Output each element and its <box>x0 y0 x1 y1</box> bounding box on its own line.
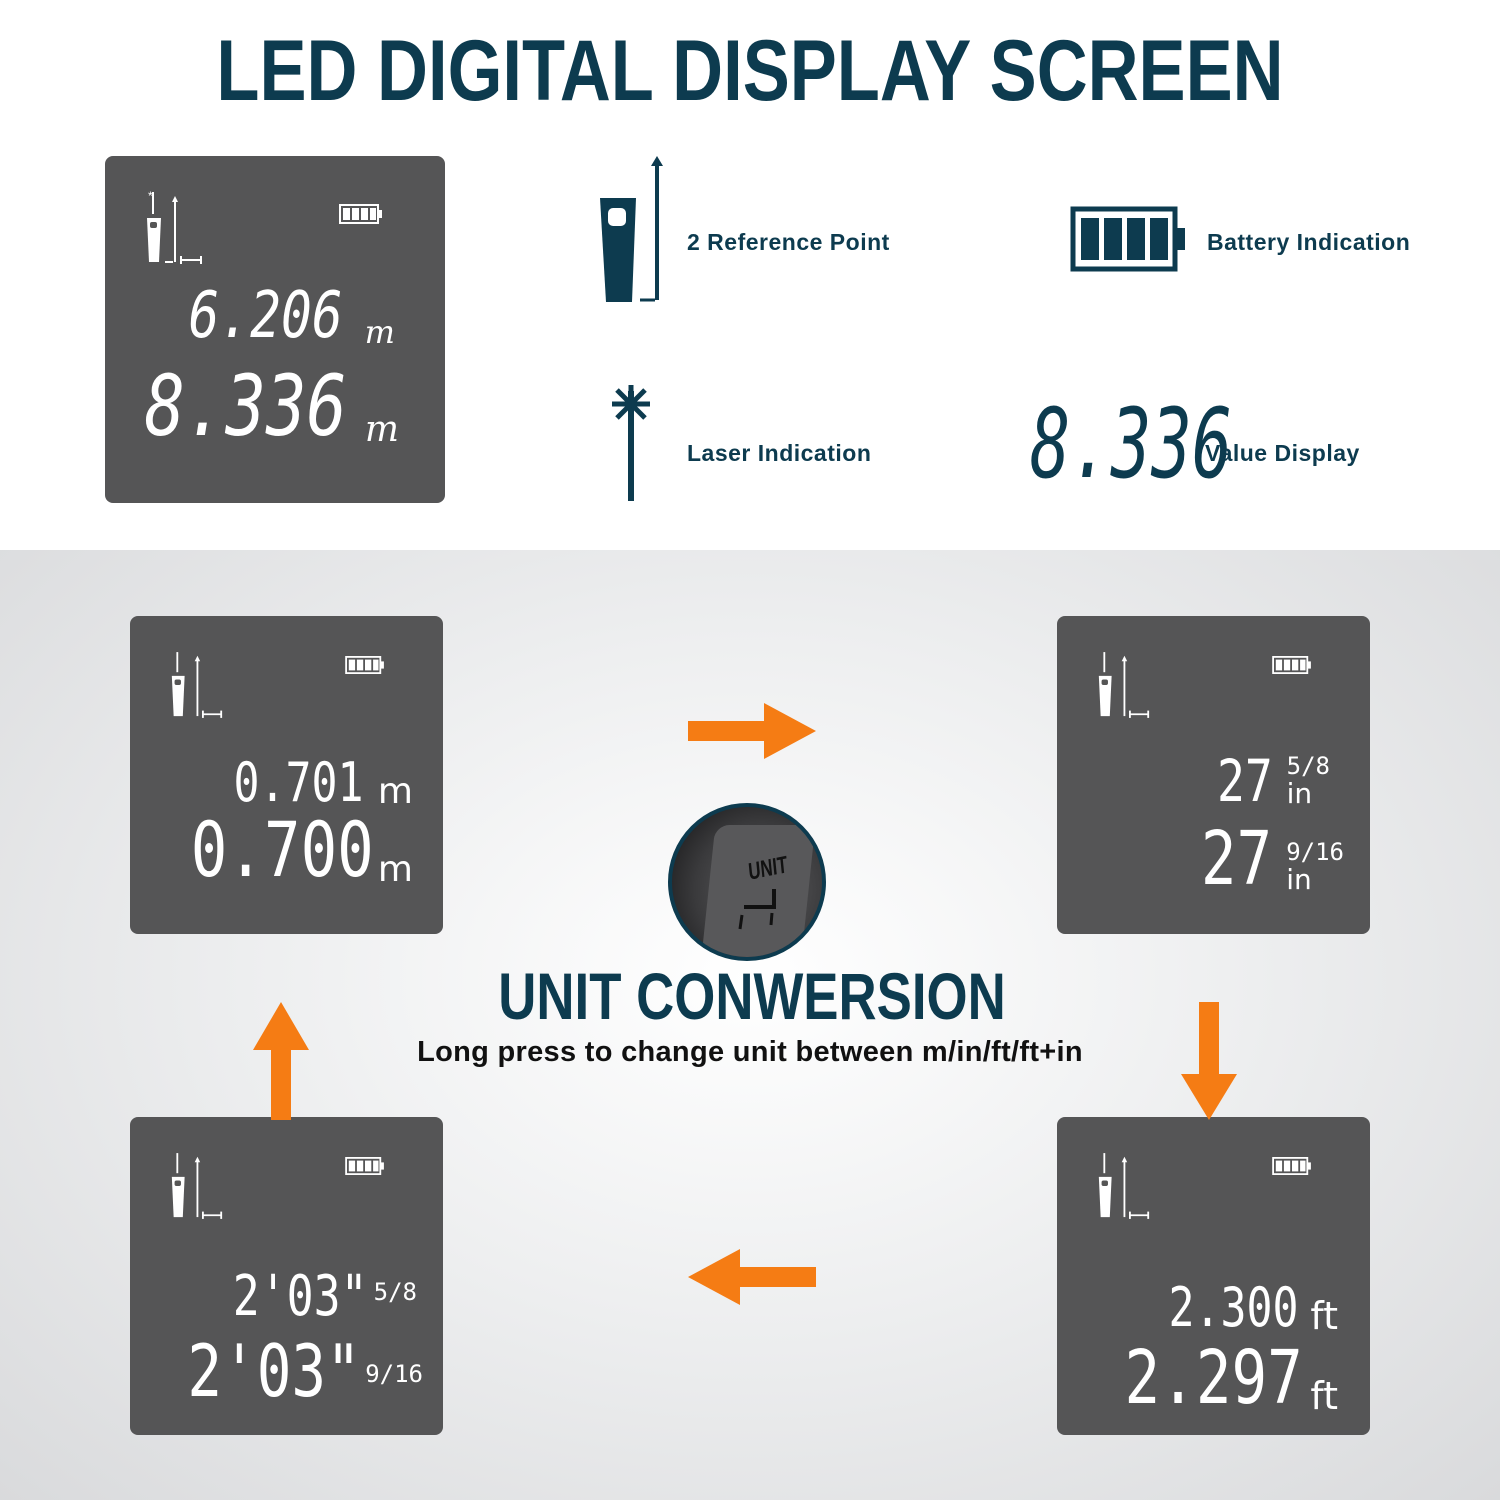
line1-unit: ft <box>1310 1294 1338 1338</box>
line1-unit: m <box>364 313 395 351</box>
legend-label-reference: 2 Reference Point <box>687 229 890 255</box>
line1-fraction: 5/8 <box>373 1277 417 1306</box>
line2-unit: m <box>364 409 399 450</box>
unit-button-photo: UNIT <box>668 803 826 961</box>
line1-value: 2'03" <box>232 1264 368 1329</box>
line1-fraction: 5/8 in <box>1286 751 1330 811</box>
laser-icon <box>612 385 650 501</box>
device-reference-icon <box>1098 652 1150 718</box>
value-display-digits: 8.336 <box>1030 388 1233 500</box>
device-reference-icon <box>600 156 663 302</box>
legend-label-battery: Battery Indication <box>1207 229 1411 255</box>
battery-icon <box>1272 656 1311 674</box>
fraction-value: 9/16 <box>1286 837 1344 866</box>
fraction-value: 5/8 <box>1286 751 1330 780</box>
reference-symbol-icon <box>738 889 776 930</box>
line2-unit: m <box>377 849 413 890</box>
lcd-feet: 2.300 ft 2.297 ft <box>1057 1117 1370 1435</box>
line2-fraction: 9/16 <box>365 1359 423 1388</box>
legend-label-value: Value Display <box>1205 440 1360 466</box>
device-reference-icon <box>171 652 223 718</box>
device-reference-icon <box>171 1153 223 1219</box>
arrow-up-icon <box>253 1002 309 1120</box>
arrow-left-icon <box>688 1249 816 1305</box>
battery-icon <box>1272 1157 1311 1175</box>
legend-label-laser: Laser Indication <box>687 440 872 466</box>
conversion-subtitle: Long press to change unit between m/in/f… <box>417 1036 1083 1068</box>
lcd-meters: 0.701 m 0.700 m <box>130 616 443 934</box>
line1-value: 6.206 <box>188 279 343 353</box>
line2-value: 2.297 <box>1124 1335 1303 1421</box>
line2-unit: ft <box>1310 1374 1338 1418</box>
arrow-right-icon <box>688 703 816 759</box>
conversion-title: UNIT CONWERSION <box>498 959 1006 1033</box>
lcd-feet-inches: 2'03" 5/8 2'03" 9/16 <box>130 1117 443 1435</box>
device-reference-icon: * <box>147 189 202 264</box>
battery-icon <box>345 1157 384 1175</box>
line1-value: 27 <box>1216 747 1273 815</box>
svg-text:*: * <box>148 189 153 203</box>
unit: in <box>1286 863 1312 897</box>
battery-icon <box>339 204 382 224</box>
unit: in <box>1286 777 1313 811</box>
line2-value: 0.700 <box>190 805 374 894</box>
battery-icon <box>1070 206 1185 272</box>
line2-fraction: 9/16 in <box>1286 837 1344 897</box>
line2-value: 2'03" <box>187 1329 362 1413</box>
line2-value: 27 <box>1200 816 1273 902</box>
line2-value: 8.336 <box>144 357 347 455</box>
line1-unit: m <box>377 771 413 812</box>
battery-icon <box>345 656 384 674</box>
arrow-down-icon <box>1181 1002 1237 1120</box>
device-reference-icon <box>1098 1153 1150 1219</box>
page-title: LED DIGITAL DISPLAY SCREEN <box>216 23 1284 119</box>
line1-value: 0.701 <box>233 751 364 814</box>
line1-value: 2.300 <box>1168 1276 1299 1339</box>
lcd-inches: 27 5/8 in 27 9/16 in <box>1057 616 1370 934</box>
main-lcd-display: * 6.206 m 8.336 m <box>105 156 445 503</box>
